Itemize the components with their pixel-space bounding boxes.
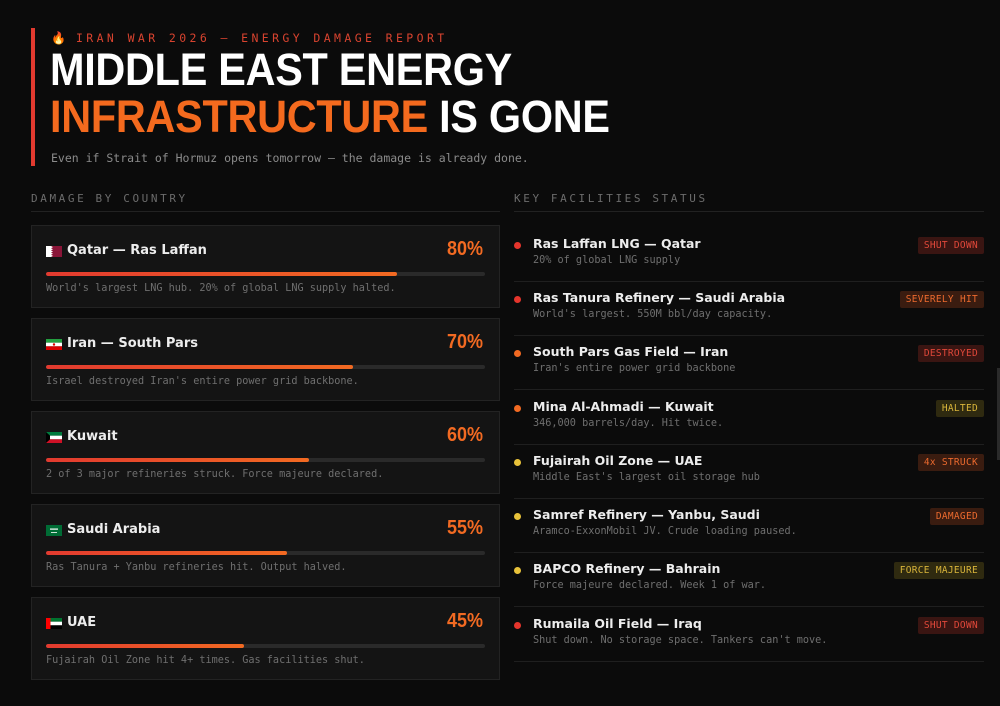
facility-name: Mina Al-Ahmadi — Kuwait [533,399,714,414]
damage-bar-fill [46,365,354,369]
facility-description: Aramco-ExxonMobil JV. Crude loading paus… [533,526,797,537]
status-dot-icon [514,622,521,629]
facility-description: 20% of global LNG supply [533,255,681,266]
facilities-section-divider [514,211,984,212]
damage-percent: 60% [446,424,483,446]
page-subtitle: Even if Strait of Hormuz opens tomorrow … [51,151,529,165]
facility-row: Samref Refinery — Yanbu, Saudi Aramco-Ex… [514,499,984,553]
facility-name: Rumaila Oil Field — Iraq [533,616,702,631]
facility-name: South Pars Gas Field — Iran [533,344,729,359]
title-line-2: INFRASTRUCTURE IS GONE [50,93,610,140]
saudi-arabia-flag-icon [46,525,62,536]
status-badge: SHUT DOWN [917,617,984,634]
country-name: UAE [67,615,97,630]
status-dot-icon [514,567,521,574]
title-accent-bar [31,28,35,166]
country-description: Fujairah Oil Zone hit 4+ times. Gas faci… [46,655,365,666]
country-description: Ras Tanura + Yanbu refineries hit. Outpu… [46,562,347,573]
country-card: Iran — South Pars 70% Israel destroyed I… [31,318,500,401]
country-card: Qatar — Ras Laffan 80% World's largest L… [31,225,500,308]
facility-description: World's largest. 550M bbl/day capacity. [533,309,773,320]
damage-section-divider [31,211,500,212]
facility-description: Middle East's largest oil storage hub [533,472,760,483]
facilities-section-heading: KEY FACILITIES STATUS [514,192,708,205]
country-card: Saudi Arabia 55% Ras Tanura + Yanbu refi… [31,504,500,587]
qatar-flag-icon [46,246,62,257]
facility-description: Shut down. No storage space. Tankers can… [533,635,828,646]
facility-name: Fujairah Oil Zone — UAE [533,453,703,468]
title-rest: IS GONE [427,91,610,142]
page-title: MIDDLE EAST ENERGY INFRASTRUCTURE IS GON… [50,46,610,140]
status-badge: DAMAGED [929,508,984,525]
country-card: UAE 45% Fujairah Oil Zone hit 4+ times. … [31,597,500,680]
country-name: Iran — South Pars [67,336,198,351]
status-dot-icon [514,459,521,466]
eyebrow: 🔥 IRAN WAR 2026 — ENERGY DAMAGE REPORT [51,31,448,45]
status-dot-icon [514,405,521,412]
facility-name: Ras Laffan LNG — Qatar [533,236,701,251]
status-badge: DESTROYED [917,345,984,362]
damage-bar-track [46,644,485,648]
status-dot-icon [514,513,521,520]
damage-bar-track [46,458,485,462]
damage-bar-fill [46,272,398,276]
facility-description: Iran's entire power grid backbone [533,363,736,374]
damage-bar-track [46,551,485,555]
damage-bar-fill [46,644,244,648]
fire-icon: 🔥 [51,31,66,45]
damage-bar-fill [46,551,288,555]
damage-percent: 80% [446,238,483,260]
status-badge: 4x STRUCK [917,454,984,471]
status-badge: FORCE MAJEURE [893,562,984,579]
facility-name: Ras Tanura Refinery — Saudi Arabia [533,290,786,305]
facility-row: Ras Laffan LNG — Qatar 20% of global LNG… [514,228,984,282]
facility-description: 346,000 barrels/day. Hit twice. [533,418,724,429]
edge-scroll-indicator [997,368,1000,460]
status-badge: SEVERELY HIT [899,291,984,308]
damage-bar-track [46,272,485,276]
facility-row: South Pars Gas Field — Iran Iran's entir… [514,336,984,390]
title-highlight: INFRASTRUCTURE [50,91,428,142]
country-name: Saudi Arabia [67,522,161,537]
facility-row: Mina Al-Ahmadi — Kuwait 346,000 barrels/… [514,391,984,445]
damage-section-heading: DAMAGE BY COUNTRY [31,192,188,205]
iran-flag-icon [46,339,62,350]
damage-bar-fill [46,458,310,462]
facility-row: Rumaila Oil Field — Iraq Shut down. No s… [514,608,984,662]
kuwait-flag-icon [46,432,62,443]
facility-row: Fujairah Oil Zone — UAE Middle East's la… [514,445,984,499]
country-description: Israel destroyed Iran's entire power gri… [46,376,359,387]
status-dot-icon [514,296,521,303]
country-card: Kuwait 60% 2 of 3 major refineries struc… [31,411,500,494]
status-badge: HALTED [935,400,984,417]
status-dot-icon [514,350,521,357]
facility-name: BAPCO Refinery — Bahrain [533,561,721,576]
title-line-1: MIDDLE EAST ENERGY [50,44,512,95]
status-badge: SHUT DOWN [917,237,984,254]
damage-bar-track [46,365,485,369]
country-description: 2 of 3 major refineries struck. Force ma… [46,469,384,480]
damage-percent: 55% [446,517,483,539]
country-name: Qatar — Ras Laffan [67,243,207,258]
status-dot-icon [514,242,521,249]
facility-row: BAPCO Refinery — Bahrain Force majeure d… [514,553,984,607]
facility-description: Force majeure declared. Week 1 of war. [533,580,767,591]
uae-flag-icon [46,618,62,629]
eyebrow-text: IRAN WAR 2026 — ENERGY DAMAGE REPORT [75,31,448,45]
country-description: World's largest LNG hub. 20% of global L… [46,283,396,294]
damage-percent: 45% [446,610,483,632]
damage-percent: 70% [446,331,483,353]
facility-name: Samref Refinery — Yanbu, Saudi [533,507,760,522]
country-name: Kuwait [67,429,118,444]
facility-row: Ras Tanura Refinery — Saudi Arabia World… [514,282,984,336]
